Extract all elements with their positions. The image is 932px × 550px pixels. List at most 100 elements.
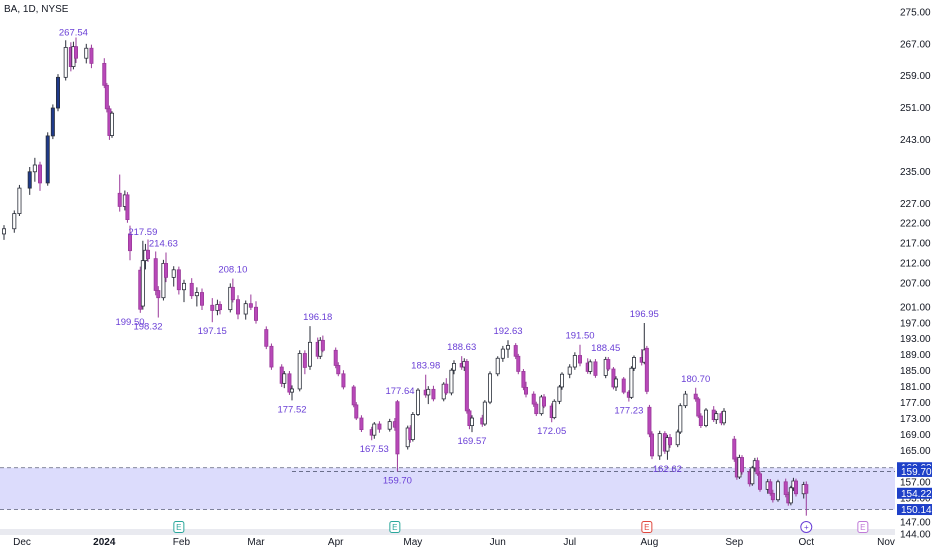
candle-bull xyxy=(704,409,709,427)
price-annotation: 167.53 xyxy=(360,444,389,455)
candle-bear xyxy=(593,361,598,376)
candle-bear xyxy=(102,62,107,86)
price-annotation: 180.70 xyxy=(681,374,710,385)
price-annotation: 196.18 xyxy=(303,312,332,323)
x-tick-label: Dec xyxy=(13,537,31,548)
candle-bull xyxy=(567,366,572,375)
candle-bear xyxy=(333,349,338,366)
price-annotation: 177.23 xyxy=(614,406,643,417)
price-tag xyxy=(897,487,932,499)
candle-bull xyxy=(675,431,680,446)
candle-bear xyxy=(145,249,150,260)
y-tick-label: 169.00 xyxy=(900,430,931,441)
candle-bull xyxy=(678,405,683,433)
x-tick-label: Aug xyxy=(641,537,659,548)
x-tick-label: May xyxy=(403,537,422,548)
candle-bull xyxy=(788,487,793,504)
symbol-title: BA, 1D, NYSE xyxy=(4,4,69,15)
candle-bear xyxy=(89,47,94,64)
candle-bear xyxy=(696,398,701,417)
candle-bear xyxy=(230,286,235,301)
candle-bull xyxy=(552,400,557,419)
candle-bull xyxy=(63,47,68,78)
candle-bear xyxy=(644,347,649,392)
price-annotation: 188.63 xyxy=(447,342,476,353)
candle-bear xyxy=(755,460,760,475)
event-label: E xyxy=(644,523,649,532)
event-label: E xyxy=(392,523,397,532)
price-annotation: 172.05 xyxy=(537,426,566,437)
y-tick-label: 267.00 xyxy=(900,39,931,50)
y-tick-label: 222.00 xyxy=(900,219,931,230)
x-tick-label: 2024 xyxy=(93,537,116,548)
candle-bull xyxy=(12,213,17,230)
x-tick-label: Sep xyxy=(725,537,743,548)
earnings-event-icon xyxy=(641,521,653,533)
candle-bear xyxy=(611,368,616,388)
candle-bear xyxy=(804,484,809,494)
price-annotation: 183.98 xyxy=(411,361,440,372)
candle-bull xyxy=(307,341,312,367)
candle-bull xyxy=(387,421,392,430)
candle-bull xyxy=(194,292,199,297)
y-tick-label: 185.00 xyxy=(900,366,931,377)
x-tick-label: Oct xyxy=(799,537,815,548)
y-tick-label: 275.00 xyxy=(900,7,931,18)
candle-bull xyxy=(572,355,577,368)
candle-bull xyxy=(140,260,145,307)
candle-bull xyxy=(588,361,593,372)
x-tick-label: Apr xyxy=(328,537,344,548)
candle-bear xyxy=(740,457,745,473)
y-tick-label: 147.00 xyxy=(900,518,931,529)
candle-bear xyxy=(647,406,652,435)
candle-bear xyxy=(524,386,529,395)
candle-bear xyxy=(104,84,109,110)
candle-bull xyxy=(632,357,637,369)
price-annotation: 198.32 xyxy=(133,322,162,333)
price-annotation: 162.62 xyxy=(653,464,682,475)
candle-bull xyxy=(181,282,186,291)
y-tick-label: 243.00 xyxy=(900,135,931,146)
candle-bear xyxy=(531,393,536,405)
y-tick-label: 227.00 xyxy=(900,199,931,210)
candle-bull xyxy=(84,47,89,59)
candle-bull xyxy=(657,433,662,457)
candle-bull xyxy=(410,414,415,440)
candle-bull xyxy=(505,345,510,350)
y-tick-label: 212.00 xyxy=(900,259,931,270)
price-annotation: 208.10 xyxy=(218,265,247,276)
candle-bear xyxy=(127,233,132,252)
price-annotation: 192.63 xyxy=(493,326,522,337)
y-tick-label: 165.00 xyxy=(900,446,931,457)
candle-bear xyxy=(794,480,799,495)
candle-bear xyxy=(513,345,518,357)
candle-bull xyxy=(171,269,176,278)
candle-bull xyxy=(451,363,456,371)
candle-bear xyxy=(217,304,222,311)
x-tick-label: Jul xyxy=(563,537,576,548)
candle-bear xyxy=(732,438,737,460)
candle-bear xyxy=(698,415,703,427)
candle-bull xyxy=(469,417,474,427)
y-tick-label: 144.00 xyxy=(900,530,931,541)
candle-bear xyxy=(650,433,655,457)
candle-bear xyxy=(464,361,469,412)
candle-bear xyxy=(156,290,161,299)
candle-bear xyxy=(253,306,258,321)
price-annotation: 177.52 xyxy=(277,404,306,415)
candle-bear xyxy=(768,481,773,494)
candle-bear xyxy=(444,383,449,394)
price-annotation: 214.63 xyxy=(149,239,178,250)
price-annotation: 177.64 xyxy=(385,386,414,397)
candle-bull xyxy=(415,389,420,415)
y-tick-label: 193.00 xyxy=(900,334,931,345)
candles-group xyxy=(2,37,809,516)
x-tick-label: Feb xyxy=(173,537,191,548)
candle-bull xyxy=(557,386,562,402)
earnings-event-icon xyxy=(857,521,869,533)
candle-bear xyxy=(351,386,356,406)
candle-bull xyxy=(372,423,377,436)
candle-bear xyxy=(235,299,240,315)
candle-bull xyxy=(714,413,719,421)
